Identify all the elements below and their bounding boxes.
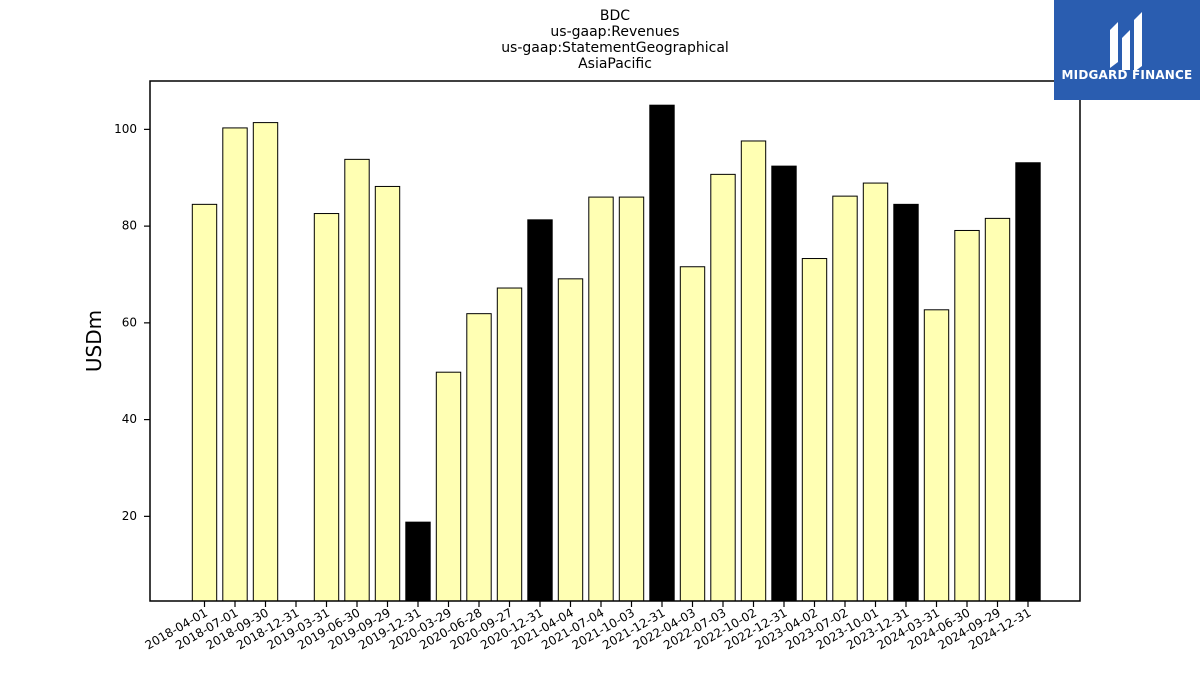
bar-2023-10-01: [862, 182, 889, 602]
bar-2021-10-03: [618, 196, 645, 602]
bar-2020-03-29: [435, 371, 462, 602]
title-line: us-gaap:StatementGeographical: [501, 40, 729, 56]
y-axis-label: USDm: [82, 310, 106, 372]
bar-2018-04-01: [191, 203, 218, 602]
y-tick-label: 40: [122, 412, 137, 426]
bar-2020-06-28: [466, 313, 492, 602]
title-line: us-gaap:Revenues: [550, 24, 679, 40]
bar-2022-07-03: [710, 173, 736, 602]
bar-2018-09-30: [252, 122, 279, 602]
bar-2021-12-31: [649, 104, 675, 602]
bar-2020-09-27: [496, 287, 523, 602]
bar-2019-06-30: [344, 158, 370, 602]
logo-text: MIDGARD FINANCE: [1061, 68, 1193, 82]
x-axis: 2018-04-012018-07-012018-09-302018-12-31…: [143, 601, 1034, 652]
bar-2019-09-29: [374, 185, 401, 602]
y-axis: 20 40 60 80 100: [114, 122, 150, 523]
bar-2023-07-02: [832, 195, 858, 602]
bar-2021-04-04: [557, 278, 584, 602]
y-tick-label: 100: [114, 122, 137, 136]
bar-2022-10-02: [740, 140, 767, 602]
bar-2020-12-31: [527, 219, 553, 602]
bar-2023-12-31: [893, 203, 919, 602]
midgard-logo-icon: [1110, 12, 1142, 72]
plot-frame: [149, 80, 1081, 602]
bar-2024-06-30: [954, 229, 980, 602]
bar-2019-12-31: [405, 521, 431, 602]
y-tick-label: 60: [122, 315, 137, 329]
title-line: AsiaPacific: [578, 56, 652, 72]
bar-2019-03-31: [313, 213, 340, 602]
chart-title: BDCus-gaap:Revenuesus-gaap:StatementGeog…: [501, 8, 729, 72]
y-tick-label: 20: [122, 509, 137, 523]
title-line: BDC: [600, 8, 630, 24]
bar-2024-09-29: [984, 217, 1011, 602]
bar-2021-07-04: [588, 196, 614, 602]
midgard-finance-logo: MIDGARD FINANCE: [1054, 0, 1200, 100]
bar-2023-04-02: [801, 258, 828, 602]
bar-2024-03-31: [923, 309, 950, 602]
y-tick-label: 80: [122, 219, 137, 233]
bar-2018-07-01: [222, 127, 248, 602]
bar-2022-12-31: [771, 165, 797, 602]
bar-2024-12-31: [1015, 162, 1041, 602]
bars: [191, 104, 1041, 602]
bar-2022-04-03: [679, 266, 706, 602]
